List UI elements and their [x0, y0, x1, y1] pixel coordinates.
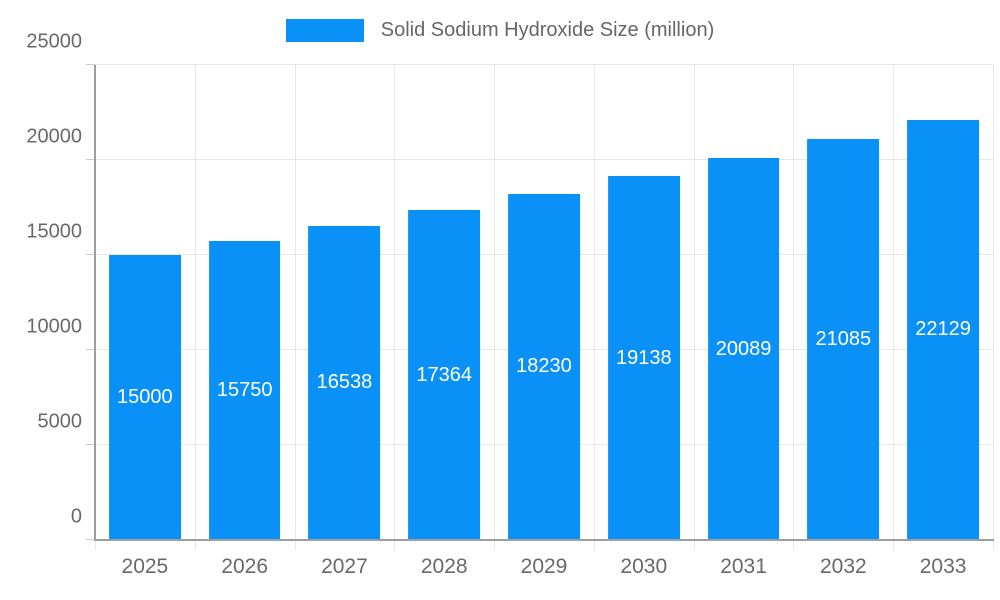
- y-tick-mark: [86, 159, 95, 160]
- bar-value-label: 16538: [316, 371, 373, 394]
- y-axis-line: [94, 65, 96, 540]
- x-gridline: [893, 65, 895, 550]
- legend-item[interactable]: Solid Sodium Hydroxide Size (million): [285, 19, 715, 42]
- y-axis-tick-label: 20000: [26, 125, 82, 148]
- bar: 19138: [607, 176, 680, 540]
- x-gridline: [593, 65, 595, 550]
- y-tick-mark: [86, 254, 95, 255]
- x-axis-tick-label: 2028: [420, 555, 468, 578]
- bar-value-label: 19138: [615, 346, 672, 369]
- bar-value-label: 18230: [516, 355, 572, 378]
- y-gridline: [95, 159, 993, 160]
- y-tick-mark: [86, 64, 95, 65]
- bar: 15750: [208, 240, 281, 540]
- y-tick-mark: [86, 444, 95, 445]
- x-gridline: [194, 65, 196, 550]
- x-gridline: [394, 65, 396, 550]
- y-axis-tick-label: 25000: [26, 30, 82, 53]
- y-tick-mark: [86, 349, 95, 350]
- x-axis-tick-label: 2026: [221, 555, 269, 578]
- x-gridline: [993, 65, 994, 550]
- bar: 16538: [308, 225, 381, 540]
- bar: 22129: [907, 119, 980, 540]
- x-axis-tick-label: 2033: [919, 555, 967, 578]
- x-gridline: [294, 65, 296, 550]
- bar-value-label: 17364: [416, 363, 473, 386]
- bar-value-label: 21085: [815, 328, 872, 351]
- bar-value-label: 20089: [715, 337, 772, 360]
- y-axis-tick-label: 15000: [26, 220, 82, 243]
- x-axis-tick-label: 2032: [819, 555, 867, 578]
- y-axis-tick-label: 10000: [26, 315, 82, 338]
- x-axis-tick-label: 2030: [620, 555, 668, 578]
- x-gridline: [494, 65, 496, 550]
- bar: 17364: [408, 210, 481, 540]
- x-axis-tick-label: 2029: [520, 555, 568, 578]
- bar-value-label: 15750: [216, 378, 273, 401]
- x-gridline: [693, 65, 695, 550]
- x-gridline: [793, 65, 795, 550]
- y-axis-tick-label: 0: [70, 505, 82, 528]
- bar: 20089: [707, 158, 780, 540]
- legend-swatch: [285, 19, 364, 42]
- x-axis-tick-label: 2025: [121, 555, 169, 578]
- y-tick-mark: [86, 539, 95, 540]
- bar: 15000: [108, 255, 181, 540]
- bar: 21085: [807, 139, 880, 540]
- y-gridline: [95, 64, 993, 65]
- x-axis-line: [94, 539, 994, 541]
- y-axis-tick-label: 5000: [37, 410, 83, 433]
- bar-value-label: 22129: [915, 318, 971, 341]
- plot-area: 0 5000 10000 15000 20000 25000 15000 2025 15750 2…: [26, 31, 994, 578]
- legend-label: Solid Sodium Hydroxide Size (million): [380, 19, 715, 41]
- chart-legend: Solid Sodium Hydroxide Size (million): [0, 19, 1000, 42]
- bar: 18230: [508, 193, 580, 540]
- x-axis-tick-label: 2031: [720, 555, 767, 578]
- x-axis-tick-label: 2027: [321, 555, 368, 578]
- bar-value-label: 15000: [117, 386, 173, 408]
